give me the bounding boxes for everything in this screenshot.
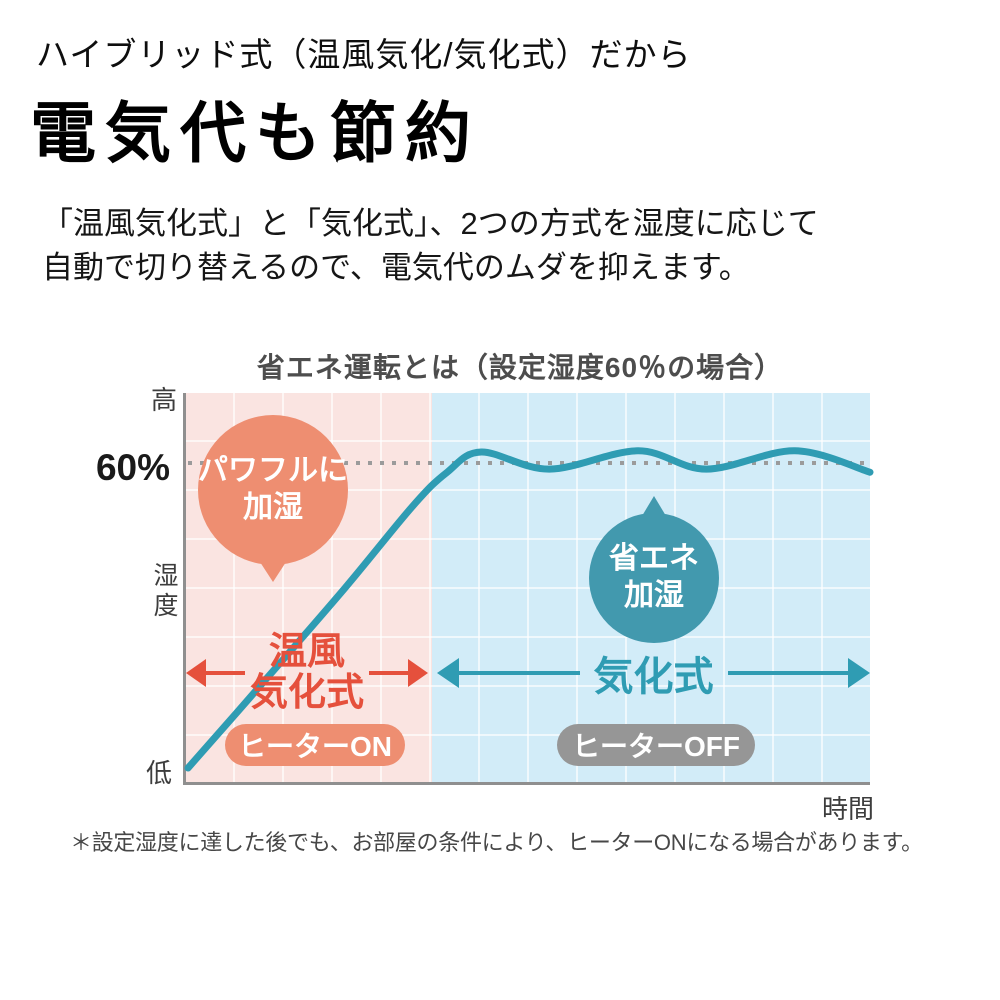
warm-region-label-line-2: 気化式 — [250, 672, 365, 714]
arrow-right-icon — [848, 658, 870, 688]
x-axis-title-time: 時間 — [822, 794, 875, 824]
eco-bubble-line-2: 加湿 — [624, 579, 684, 612]
humidity-curve — [184, 447, 874, 772]
chart-title: 省エネ運転とは（設定湿度60％の場合） — [256, 352, 784, 383]
heater-off-badge: ヒーターOFF — [557, 724, 755, 766]
heater-on-badge: ヒーターON — [225, 724, 405, 766]
y-axis-label-low: 低 — [146, 758, 173, 788]
kicker-heading: ハイブリッド式（温風気化/気化式）だから — [36, 36, 692, 73]
arrow-left-icon — [186, 659, 206, 687]
warm-region-label: 温風 気化式 — [245, 630, 369, 714]
arrow-line — [727, 671, 848, 675]
footnote: ＊設定湿度に達した後でも、お部屋の条件により、ヒーターONになる場合があります。 — [70, 830, 923, 855]
eco-humidify-bubble: 省エネ 加湿 — [589, 496, 719, 643]
y-axis-label-high: 高 — [151, 385, 178, 415]
arrow-line — [369, 671, 409, 675]
target-humidity-label: 60% — [95, 447, 170, 488]
arrow-left-icon — [437, 658, 459, 688]
powerful-bubble-line-1: パワフルに — [198, 454, 348, 488]
chart-plot-area: パワフルに 加湿 省エネ 加湿 温風 気化式 気化式 ヒーターON ヒーターOF… — [183, 393, 874, 785]
warm-region-arrow: 温風 気化式 — [186, 630, 429, 714]
lead-line-2: 自動で切り替えるので、電気代のムダを抑えます。 — [42, 250, 750, 286]
y-axis-title-humidity: 湿度 — [150, 562, 178, 622]
powerful-bubble-line-2: 加湿 — [243, 491, 303, 524]
arrow-line — [206, 671, 245, 675]
warm-region-label-line-1: 温風 — [269, 630, 346, 673]
page-title: 電気代も節約 — [30, 96, 480, 170]
powerful-humidify-bubble: パワフルに 加湿 — [198, 415, 348, 582]
bubble-tail-up — [642, 496, 666, 516]
eco-bubble-line-1: 省エネ — [609, 542, 699, 576]
eco-region-label: 気化式 — [593, 655, 714, 699]
arrow-line — [459, 671, 580, 675]
lead-line-1: 「温風気化式」と「気化式」、2つの方式を湿度に応じて — [42, 206, 819, 241]
lead-paragraph: 「温風気化式」と「気化式」、2つの方式を湿度に応じて 自動で切り替えるので、電気… — [42, 202, 819, 290]
humidity-chart-svg — [184, 447, 874, 772]
eco-region-arrow: 気化式 — [437, 648, 870, 699]
bubble-tail-down — [260, 562, 286, 582]
arrow-right-icon — [408, 659, 429, 687]
